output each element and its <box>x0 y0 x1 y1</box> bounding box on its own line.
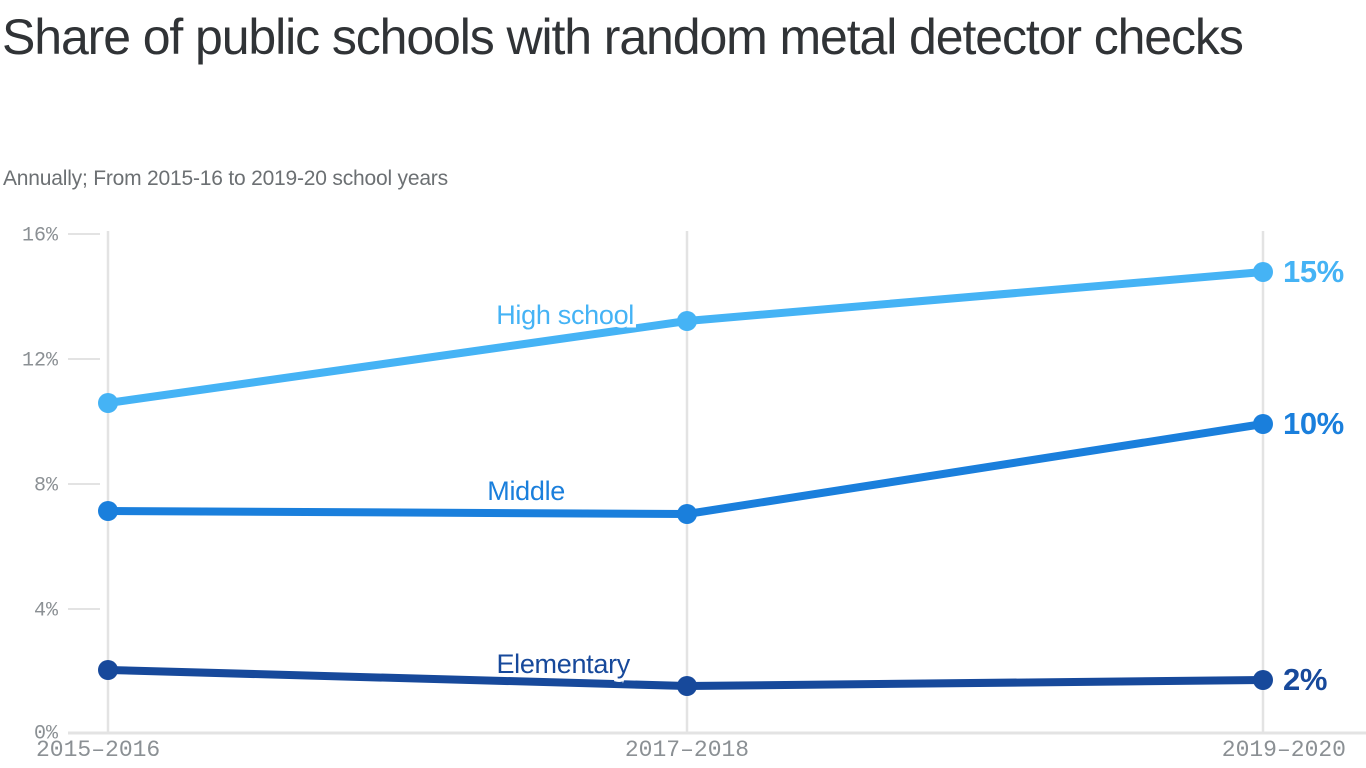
y-tick-label-0: 0% <box>34 722 59 745</box>
endpoint-label-middle: 10% <box>1283 406 1344 441</box>
x-gridlines <box>106 231 1265 733</box>
series-label-high-school: High school <box>496 300 634 330</box>
y-axis-labels: 16% 12% 8% 4% 0% <box>22 224 59 745</box>
data-point-elementary-2015-2016 <box>98 660 118 680</box>
data-point-high-school-2019-2020 <box>1253 262 1273 282</box>
series-line-high-school <box>104 268 1267 407</box>
data-point-elementary-2019-2020 <box>1253 670 1273 690</box>
series-label-middle: Middle <box>487 476 565 506</box>
x-tick-label-2017-2018: 2017–2018 <box>625 737 749 763</box>
y-axis-ticks <box>68 233 100 610</box>
y-tick-label-12: 12% <box>22 349 59 372</box>
y-tick-label-4: 4% <box>34 599 59 622</box>
chart-subtitle: Annually; From 2015-16 to 2019-20 school… <box>3 167 448 190</box>
series-high-school <box>98 262 1273 413</box>
data-point-elementary-2017-2018 <box>677 676 697 696</box>
endpoint-label-high-school: 15% <box>1283 254 1344 289</box>
data-point-middle-2019-2020 <box>1253 414 1273 434</box>
endpoint-label-elementary: 2% <box>1283 662 1327 697</box>
page-title: Share of public schools with random meta… <box>2 9 1244 65</box>
data-point-high-school-2015-2016 <box>98 393 118 413</box>
series-inline-labels: High school Middle Elementary <box>484 297 638 683</box>
y-tick-label-16: 16% <box>22 224 59 247</box>
endpoint-value-labels: 15% 10% 2% <box>1283 254 1344 697</box>
x-tick-label-2019-2020: 2019–2020 <box>1222 737 1346 763</box>
series-label-elementary: Elementary <box>496 649 630 679</box>
data-point-high-school-2017-2018 <box>677 311 697 331</box>
y-tick-label-8: 8% <box>34 474 59 497</box>
x-axis-labels: 2015–2016 2017–2018 2019–2020 <box>36 737 1346 763</box>
series-elementary <box>98 660 1273 696</box>
data-point-middle-2015-2016 <box>98 501 118 521</box>
data-point-middle-2017-2018 <box>677 504 697 524</box>
x-tick-label-2015-2016: 2015–2016 <box>36 737 160 763</box>
series-middle <box>98 414 1273 524</box>
series-line-middle <box>104 420 1267 518</box>
